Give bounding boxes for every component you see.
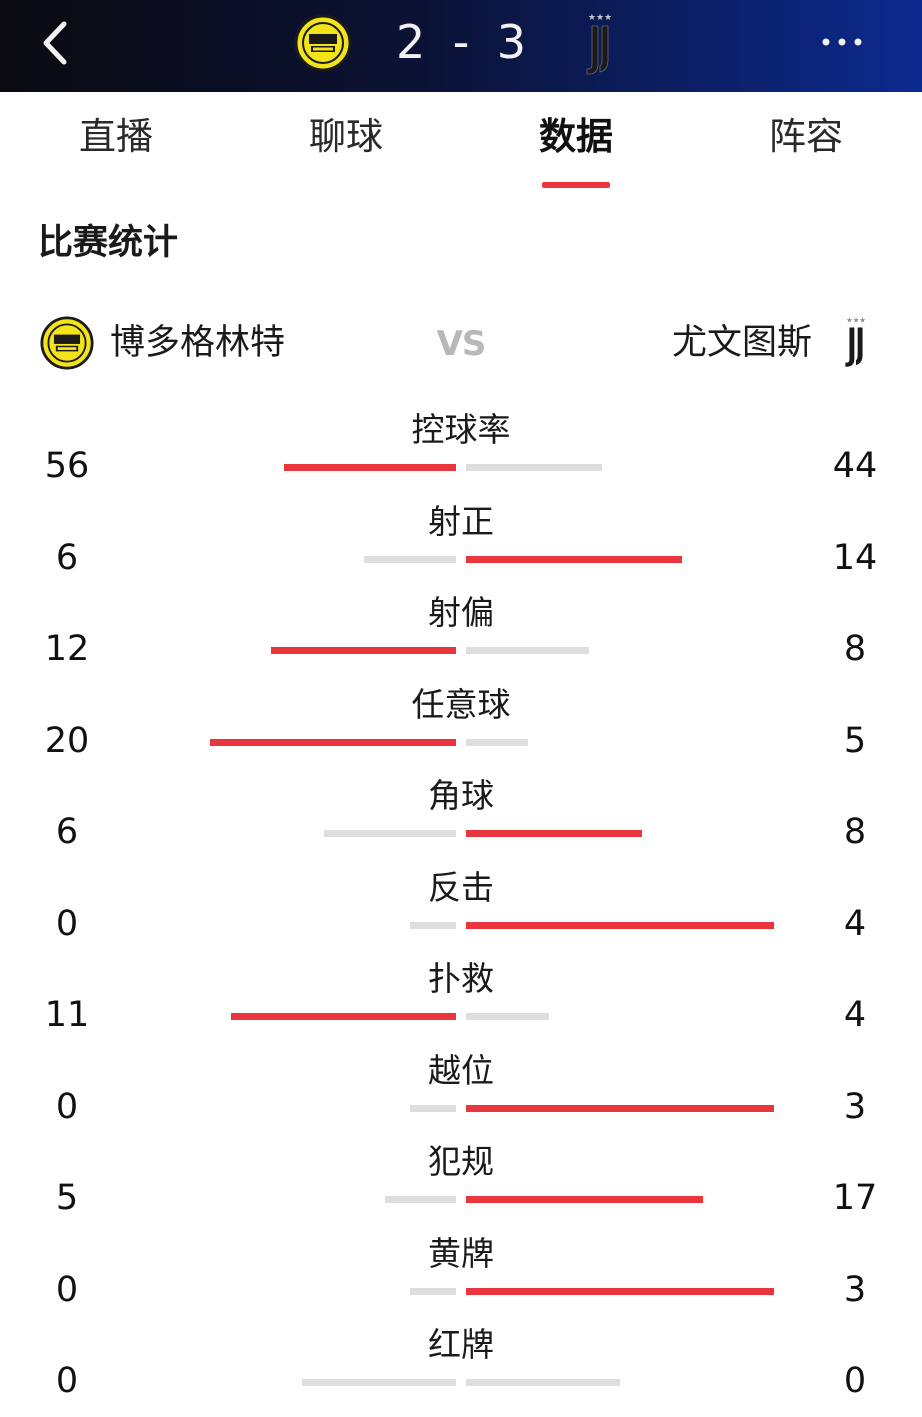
juventus-crest-icon: ★★★ xyxy=(578,8,622,82)
stat-label: 扑救 xyxy=(428,959,494,998)
stat-row: 黄牌 0 3 xyxy=(0,1224,922,1316)
away-stat-bar xyxy=(466,1287,774,1295)
home-stat-bar xyxy=(231,1013,456,1020)
stat-label: 红牌 xyxy=(428,1325,494,1364)
stat-label: 黄牌 xyxy=(428,1233,494,1273)
away-stat-bar xyxy=(466,1196,703,1203)
tab-lineup[interactable]: 阵容 xyxy=(769,115,843,158)
away-score: 3 xyxy=(496,15,526,69)
away-stat-bar xyxy=(466,921,774,929)
away-stat-value: 4 xyxy=(843,995,867,1035)
away-stat-value: 8 xyxy=(843,629,867,669)
section-title: 比赛统计 xyxy=(38,223,179,263)
stat-row: 越位 0 3 xyxy=(0,1041,922,1133)
away-stat-bar xyxy=(466,464,602,471)
home-stat-bar xyxy=(284,464,456,471)
home-stat-bar xyxy=(410,921,456,929)
home-stat-value: 0 xyxy=(55,1361,79,1401)
home-stat-bar xyxy=(210,738,456,746)
svg-text:★★★: ★★★ xyxy=(588,13,612,23)
home-stat-value: 6 xyxy=(55,537,79,578)
home-stat-value: 0 xyxy=(55,1086,79,1127)
stat-row: 犯规 5 17 xyxy=(0,1132,922,1224)
stat-row: 红牌 0 0 xyxy=(0,1315,922,1407)
stat-label: 犯规 xyxy=(428,1142,494,1181)
bodo-glimt-crest-icon xyxy=(294,14,352,72)
tab-chat[interactable]: 聊球 xyxy=(309,115,383,158)
svg-text:★★★: ★★★ xyxy=(846,316,866,325)
away-stat-bar xyxy=(466,1379,620,1386)
stat-label: 反击 xyxy=(428,867,494,907)
vs-label: VS xyxy=(436,324,487,364)
away-stat-value: 14 xyxy=(832,537,878,578)
chevron-left-icon xyxy=(43,21,67,65)
stats-list: 控球率 56 44 射正 6 14 射偏 12 8 任意球 20 5 角球 6 8 反击 0 4 扑救 11 4 越位 0 3… xyxy=(0,400,922,1407)
home-stat-bar xyxy=(410,1287,456,1295)
away-stat-value: 17 xyxy=(832,1178,878,1218)
tab-stats[interactable]: 数据 xyxy=(539,115,613,158)
match-header: 2 - 3 ★★★ xyxy=(0,0,922,92)
tab-live[interactable]: 直播 xyxy=(79,115,153,158)
stat-row: 射正 6 14 xyxy=(0,492,922,584)
stat-label: 任意球 xyxy=(411,684,511,724)
stat-row: 角球 6 8 xyxy=(0,766,922,858)
away-stat-bar xyxy=(466,1013,549,1020)
away-stat-value: 0 xyxy=(843,1361,867,1401)
away-stat-bar xyxy=(466,647,589,654)
away-stat-value: 4 xyxy=(843,903,867,944)
tab-bar: 直播 聊球 数据 阵容 xyxy=(0,92,922,192)
active-tab-indicator xyxy=(542,182,610,188)
stat-label: 角球 xyxy=(428,776,494,815)
stat-row: 任意球 20 5 xyxy=(0,675,922,767)
stat-row: 控球率 56 44 xyxy=(0,400,922,492)
away-stat-value: 3 xyxy=(843,1269,867,1310)
back-button[interactable] xyxy=(30,14,84,72)
stat-label: 射正 xyxy=(428,501,494,541)
home-stat-value: 0 xyxy=(55,1269,79,1310)
away-stat-bar xyxy=(466,555,682,563)
teams-row: 博多格林特 VS 尤文图斯 ★★★ xyxy=(0,310,922,380)
away-stat-bar xyxy=(466,738,528,746)
more-dots-icon xyxy=(822,38,862,46)
home-stat-value: 5 xyxy=(55,1178,79,1218)
more-button[interactable] xyxy=(810,22,874,62)
home-stat-bar xyxy=(302,1379,456,1386)
home-team-name: 博多格林特 xyxy=(110,323,286,363)
home-stat-bar xyxy=(364,555,456,563)
stat-row: 反击 0 4 xyxy=(0,858,922,950)
home-stat-bar xyxy=(410,1104,456,1112)
stat-label: 越位 xyxy=(428,1050,494,1090)
home-stat-bar xyxy=(385,1196,456,1203)
stat-label: 控球率 xyxy=(411,410,511,449)
scoreboard: 2 - 3 xyxy=(396,10,526,74)
away-stat-value: 8 xyxy=(843,812,867,852)
stat-row: 扑救 11 4 xyxy=(0,949,922,1041)
score-separator: - xyxy=(452,15,470,69)
home-stat-value: 56 xyxy=(44,446,90,486)
home-score: 2 xyxy=(396,15,426,69)
away-stat-value: 44 xyxy=(832,446,878,486)
away-team-name: 尤文图斯 xyxy=(671,323,812,363)
away-stat-value: 3 xyxy=(843,1086,867,1127)
home-stat-bar xyxy=(324,830,456,837)
away-stat-bar xyxy=(466,1104,774,1112)
home-stat-bar xyxy=(271,647,456,654)
juventus-logo-icon: ★★★ xyxy=(838,310,874,376)
away-stat-value: 5 xyxy=(843,720,867,761)
bodo-glimt-logo-icon xyxy=(40,316,94,370)
stat-row: 射偏 12 8 xyxy=(0,583,922,675)
home-stat-value: 0 xyxy=(55,903,79,944)
home-stat-value: 11 xyxy=(44,995,90,1035)
stat-label: 射偏 xyxy=(428,593,494,632)
home-stat-value: 20 xyxy=(44,720,90,761)
away-stat-bar xyxy=(466,830,642,837)
home-stat-value: 12 xyxy=(44,629,90,669)
home-stat-value: 6 xyxy=(55,812,79,852)
